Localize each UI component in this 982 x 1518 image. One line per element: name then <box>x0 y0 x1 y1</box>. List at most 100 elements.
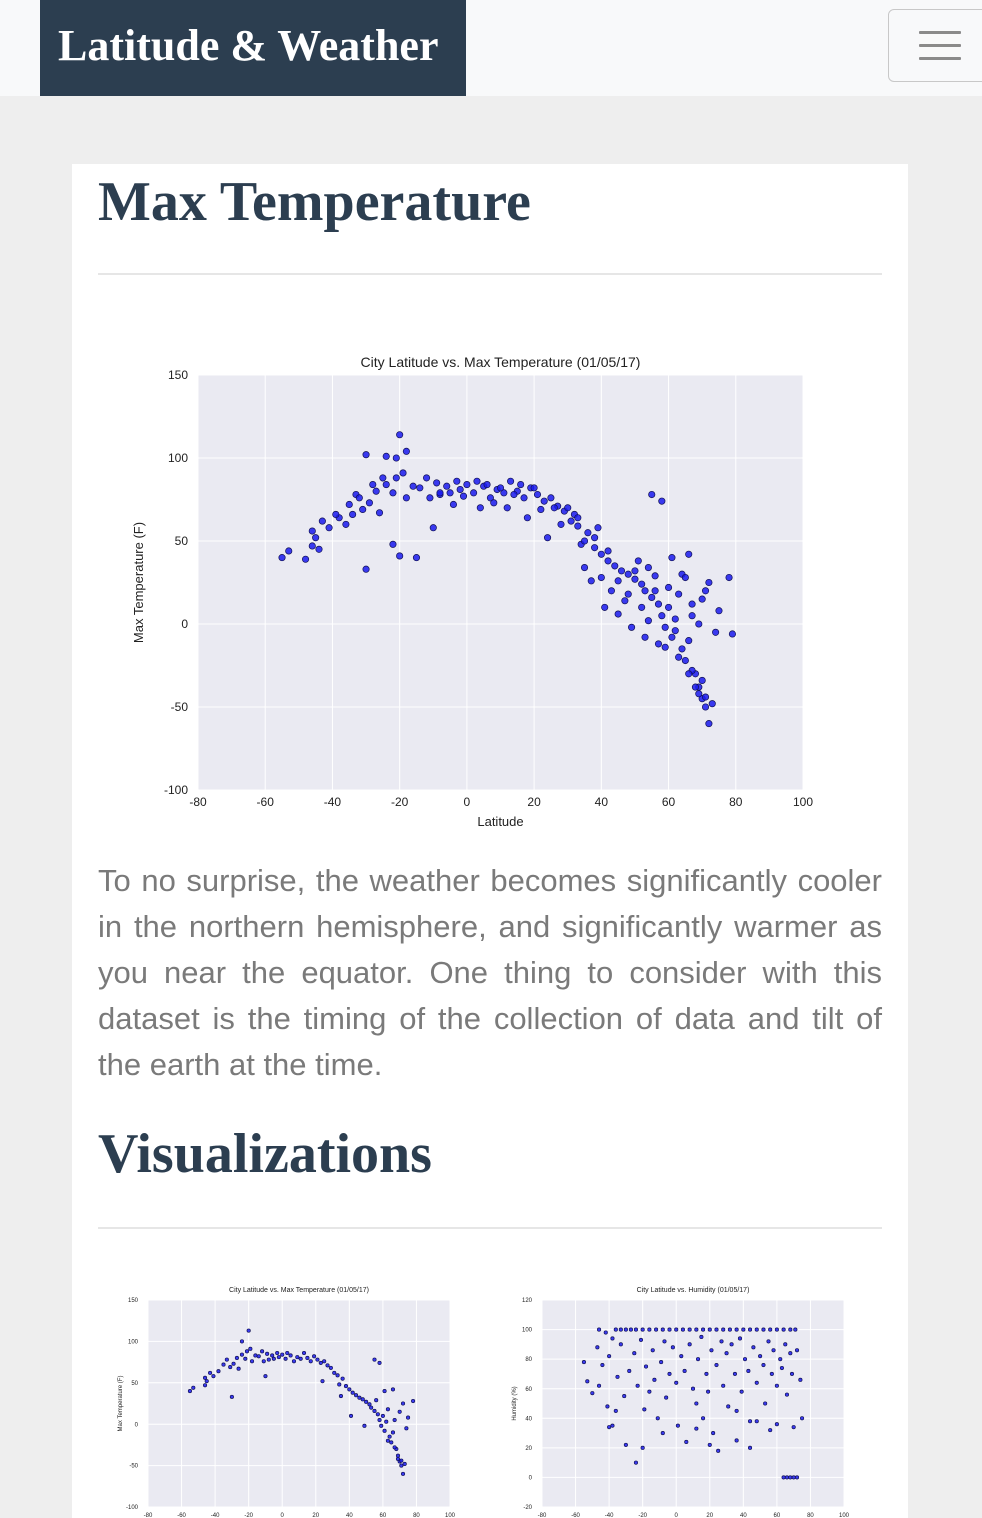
x-tick-label: 40 <box>740 1513 747 1518</box>
data-point <box>530 484 538 492</box>
data-point <box>204 1379 209 1384</box>
data-point <box>665 603 673 611</box>
data-point <box>791 1425 796 1430</box>
data-point <box>783 1342 788 1347</box>
data-point <box>687 1342 692 1347</box>
data-point <box>642 1407 647 1412</box>
data-point <box>377 1360 382 1365</box>
data-point <box>721 1327 726 1332</box>
data-point <box>291 1359 297 1364</box>
data-point <box>503 504 511 512</box>
x-tick-label: 40 <box>346 1513 353 1518</box>
x-tick-label: 20 <box>312 1513 319 1518</box>
data-point <box>595 1345 600 1350</box>
data-point <box>771 1348 776 1353</box>
data-point <box>590 1391 595 1396</box>
data-point <box>597 550 605 558</box>
data-point <box>591 534 599 542</box>
data-point <box>256 1354 261 1359</box>
data-point <box>655 1416 660 1421</box>
data-point <box>243 1356 248 1361</box>
data-point <box>377 1418 382 1423</box>
data-point <box>774 1327 779 1332</box>
data-point <box>694 1426 699 1431</box>
data-point <box>365 499 373 507</box>
data-point <box>404 1426 409 1431</box>
data-point <box>449 500 457 509</box>
data-point <box>758 1354 763 1359</box>
data-point <box>229 1394 234 1399</box>
x-tick-label: 60 <box>380 1513 387 1518</box>
data-point <box>305 1355 310 1361</box>
data-point <box>747 1327 753 1332</box>
data-point <box>557 520 565 528</box>
data-point <box>596 1383 602 1388</box>
main-scatter-chart: -80 -60 -40 -20 0 20 40 60 80 100 -100 -50 0 50 100 150… <box>128 350 828 829</box>
data-point <box>624 590 632 598</box>
plot-area <box>198 375 803 790</box>
x-tick-label: 80 <box>413 1513 420 1518</box>
data-point <box>648 593 656 601</box>
data-point <box>436 489 444 497</box>
data-point <box>681 573 689 582</box>
menu-toggle-button[interactable] <box>888 9 982 82</box>
section-heading-max-temperature: Max Temperature <box>98 171 531 233</box>
data-point <box>640 1327 645 1332</box>
data-point <box>347 1387 352 1392</box>
data-point <box>701 703 710 711</box>
navbar: Latitude & Weather <box>0 0 982 96</box>
data-point <box>550 504 558 512</box>
data-point <box>285 547 293 555</box>
data-point <box>684 1439 689 1444</box>
y-tick-label: 100 <box>168 451 188 465</box>
data-point <box>719 1339 724 1344</box>
data-point <box>395 1453 401 1458</box>
data-point <box>360 1397 365 1402</box>
brand-logo[interactable]: Latitude & Weather <box>40 0 466 96</box>
data-point <box>533 490 542 499</box>
thumbnail-temperature-chart[interactable]: -80 -60 -40 -20 0 20 40 60 80 100 -100 -50 0 50 100 150… <box>112 1287 462 1518</box>
data-point <box>399 1458 404 1463</box>
data-point <box>318 517 326 525</box>
y-axis-label: Humidity (%) <box>512 1386 518 1420</box>
y-tick-label: 80 <box>525 1357 532 1363</box>
data-point <box>678 645 686 653</box>
data-point <box>325 524 333 532</box>
data-point <box>340 1376 345 1381</box>
data-point <box>584 529 592 537</box>
data-point <box>476 504 484 512</box>
data-point <box>685 670 693 678</box>
data-point <box>399 469 407 477</box>
data-point <box>737 1336 743 1341</box>
x-tick-label: 0 <box>675 1513 679 1518</box>
data-point <box>295 1355 300 1360</box>
data-point <box>540 497 548 505</box>
data-point <box>486 494 494 502</box>
data-point <box>628 1327 633 1332</box>
data-point <box>591 544 599 552</box>
data-point <box>741 1327 746 1332</box>
hamburger-menu-icon-bar <box>919 44 961 47</box>
data-point <box>633 1327 639 1332</box>
data-point <box>587 577 595 585</box>
data-point <box>580 564 589 572</box>
data-point <box>784 1392 790 1397</box>
data-point <box>701 693 710 701</box>
data-point <box>674 1327 679 1332</box>
data-point <box>266 1357 271 1362</box>
thumbnail-humidity-chart[interactable]: -80 -60 -40 -20 0 20 40 60 80 100 -20 0 20 40 60 80 100 1… <box>506 1287 856 1518</box>
data-point <box>778 1357 783 1362</box>
data-point <box>301 1350 307 1356</box>
data-point <box>332 510 340 518</box>
data-point <box>699 1334 704 1340</box>
section-heading-visualizations: Visualizations <box>98 1123 432 1185</box>
data-point <box>788 1327 793 1332</box>
data-point <box>375 509 384 517</box>
data-point <box>628 623 636 631</box>
data-point <box>244 1349 250 1354</box>
data-point <box>774 1422 779 1427</box>
data-point <box>456 485 464 494</box>
x-tick-label: -20 <box>391 795 409 809</box>
data-point <box>654 1327 659 1332</box>
data-point <box>640 1445 645 1450</box>
